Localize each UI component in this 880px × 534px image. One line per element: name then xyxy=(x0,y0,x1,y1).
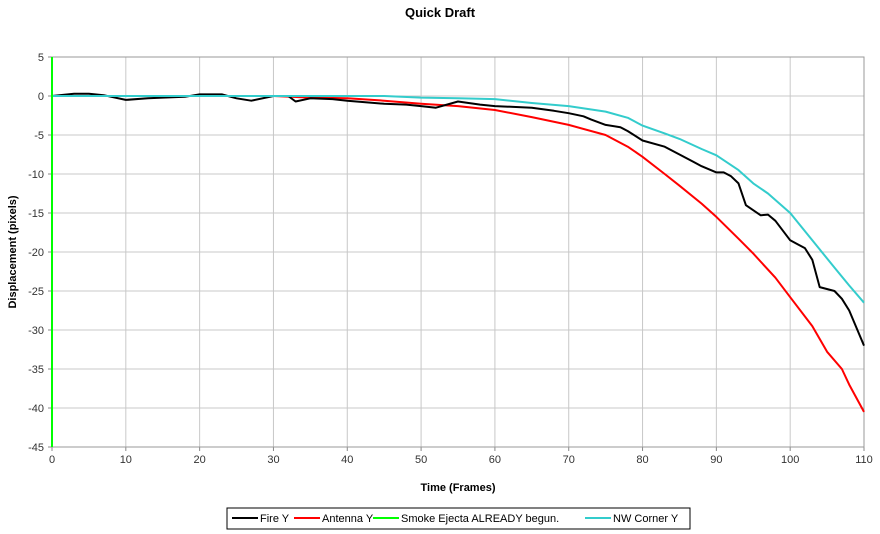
y-tick-label: -45 xyxy=(28,442,44,454)
x-tick-label: 0 xyxy=(49,454,55,466)
x-tick-label: 10 xyxy=(120,454,132,466)
y-tick-label: -40 xyxy=(28,403,44,415)
x-tick-label: 80 xyxy=(636,454,648,466)
y-tick-label: 0 xyxy=(38,91,44,103)
x-tick-label: 70 xyxy=(563,454,575,466)
legend-label: Fire Y xyxy=(260,513,290,525)
legend-box xyxy=(226,507,691,530)
series-line-antenna-y xyxy=(52,95,865,413)
y-tick-label: -10 xyxy=(28,169,44,181)
y-tick-label: -30 xyxy=(28,325,44,337)
series-line-fire-y xyxy=(51,92,865,346)
legend-label: NW Corner Y xyxy=(613,513,679,525)
legend-label: Antenna Y xyxy=(322,513,374,525)
legend-label: Smoke Ejecta ALREADY begun. xyxy=(401,513,559,525)
x-tick-label: 60 xyxy=(489,454,501,466)
x-tick-label: 40 xyxy=(341,454,353,466)
x-tick-label: 30 xyxy=(267,454,279,466)
series-line-nw-corner-y xyxy=(52,95,865,304)
y-tick-label: -20 xyxy=(28,247,44,259)
y-tick-label: 5 xyxy=(38,52,44,64)
y-axis-label: Displacement (pixels) xyxy=(7,195,19,308)
y-tick-label: -35 xyxy=(28,364,44,376)
tick-labels: 50-5-10-15-20-25-30-35-40-450 10 20 30 40 50 6… xyxy=(28,52,873,466)
x-tick-label: 100 xyxy=(781,454,799,466)
chart-title: Quick Draft xyxy=(405,5,476,20)
x-tick-label: 50 xyxy=(415,454,427,466)
x-tick-label: 110 xyxy=(855,454,873,466)
x-axis-label: Time (Frames) xyxy=(421,482,496,494)
y-tick-label: -5 xyxy=(34,130,44,142)
y-tick-label: -15 xyxy=(28,208,44,220)
y-tick-label: -25 xyxy=(28,286,44,298)
x-tick-label: 90 xyxy=(710,454,722,466)
grid xyxy=(48,56,865,451)
legend: Fire Y Antenna Y Smoke Ejecta ALREADY begu… xyxy=(226,507,691,530)
series-lines xyxy=(51,57,865,447)
x-tick-label: 20 xyxy=(194,454,206,466)
